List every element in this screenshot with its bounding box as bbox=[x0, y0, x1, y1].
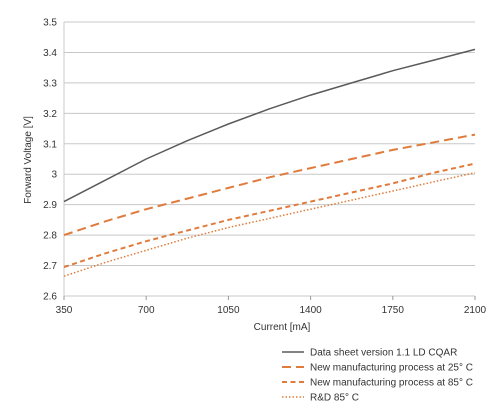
y-axis-label: Forward Voltage [V] bbox=[23, 116, 34, 204]
y-tick-label: 2.7 bbox=[43, 261, 57, 272]
series-line-3 bbox=[63, 171, 476, 277]
y-tick-label: 3.5 bbox=[43, 18, 57, 29]
series-line-2 bbox=[63, 162, 476, 269]
x-tick-label: 1750 bbox=[382, 305, 405, 316]
x-tick-label: 350 bbox=[56, 305, 73, 316]
y-tick-label: 2.8 bbox=[43, 231, 57, 242]
y-tick-label: 2.6 bbox=[43, 292, 57, 303]
chart-series bbox=[63, 48, 476, 277]
y-tick-label: 3 bbox=[51, 170, 57, 181]
legend-label: R&D 85° C bbox=[310, 393, 359, 404]
legend-label: New manufacturing process at 25° C bbox=[310, 363, 473, 374]
y-tick-label: 3.2 bbox=[43, 109, 57, 120]
y-tick-label: 2.9 bbox=[43, 200, 57, 211]
legend-label: Data sheet version 1.1 LD CQAR bbox=[310, 348, 457, 359]
y-tick-label: 3.3 bbox=[43, 78, 57, 89]
y-axis-ticks: 2.6 2.7 2.8 2.9 3 3.1 3.2 3.3 3.4 3.5 bbox=[43, 18, 57, 303]
x-tick-label: 2100 bbox=[464, 305, 487, 316]
series-line-1 bbox=[63, 133, 476, 237]
x-tick-label: 700 bbox=[138, 305, 155, 316]
chart-legend: Data sheet version 1.1 LD CQAR New manufa… bbox=[282, 348, 473, 404]
chart-gridlines bbox=[63, 21, 475, 297]
y-tick-label: 3.1 bbox=[43, 139, 57, 150]
series-line-0 bbox=[63, 48, 476, 203]
x-axis-ticks: 350 700 1050 1400 1750 2100 bbox=[56, 296, 487, 316]
x-tick-label: 1050 bbox=[217, 305, 240, 316]
y-tick-label: 3.4 bbox=[43, 48, 57, 59]
x-axis-label: Current [mA] bbox=[254, 322, 311, 333]
legend-label: New manufacturing process at 85° C bbox=[310, 378, 473, 389]
x-tick-label: 1400 bbox=[299, 305, 322, 316]
